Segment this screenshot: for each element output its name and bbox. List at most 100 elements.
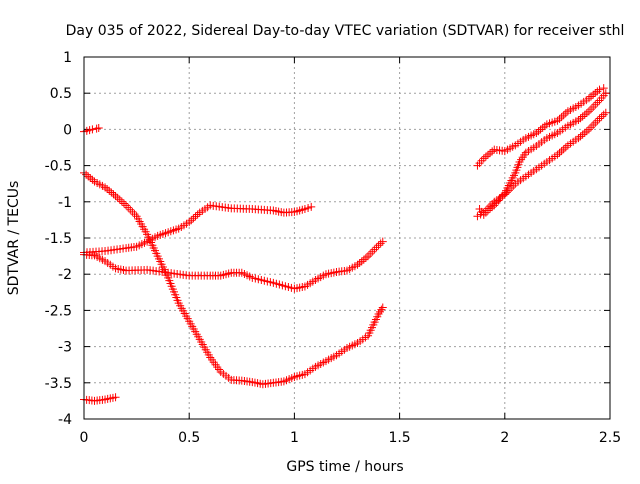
data-point-marker: [582, 109, 591, 118]
data-point-marker: [376, 239, 385, 248]
data-point-marker: [94, 123, 103, 132]
data-point-marker: [359, 255, 368, 264]
data-point-marker: [534, 127, 543, 136]
data-point-marker: [580, 110, 589, 119]
data-point-marker: [561, 143, 570, 152]
data-point-marker: [481, 152, 490, 161]
y-tick-label: 0.5: [50, 86, 72, 102]
y-tick-label: -2: [58, 267, 72, 283]
data-point-marker: [191, 212, 200, 221]
data-point-marker: [591, 118, 600, 127]
x-tick-label: 1: [290, 430, 299, 446]
data-point-marker: [574, 134, 583, 143]
data-point-marker: [584, 107, 593, 116]
data-point-marker: [128, 207, 137, 216]
data-series: [473, 108, 610, 221]
data-point-marker: [595, 85, 604, 94]
data-point-marker: [122, 201, 131, 210]
data-point-marker: [378, 237, 387, 246]
data-point-marker: [555, 148, 564, 157]
data-point-marker: [597, 112, 606, 121]
data-point-marker: [589, 121, 598, 130]
x-tick-label: 0: [80, 430, 89, 446]
data-point-marker: [587, 123, 596, 132]
data-point-marker: [559, 145, 568, 154]
y-tick-label: -1.5: [45, 231, 72, 247]
y-tick-label: -3.5: [45, 376, 72, 392]
data-point-marker: [364, 252, 373, 261]
data-point-marker: [587, 92, 596, 101]
data-series: [80, 168, 387, 389]
data-point-marker: [584, 125, 593, 134]
data-point-marker: [574, 115, 583, 124]
data-point-marker: [101, 183, 110, 192]
data-point-marker: [307, 202, 316, 211]
data-point-marker: [580, 128, 589, 137]
data-point-marker: [488, 147, 497, 156]
data-point-marker: [374, 241, 383, 250]
data-point-marker: [111, 393, 120, 402]
data-series: [473, 84, 608, 170]
data-series: [475, 89, 610, 219]
data-point-marker: [113, 193, 122, 202]
data-point-marker: [361, 253, 370, 262]
data-point-marker: [370, 245, 379, 254]
data-point-marker: [84, 172, 93, 181]
data-point-marker: [540, 122, 549, 131]
y-tick-label: -2.5: [45, 303, 72, 319]
data-series: [80, 393, 120, 405]
data-point-marker: [593, 116, 602, 125]
data-point-marker: [553, 116, 562, 125]
y-tick-label: -1: [58, 195, 72, 211]
data-point-marker: [582, 127, 591, 136]
data-point-marker: [578, 130, 587, 139]
marker-layer: [80, 84, 610, 405]
x-tick-label: 2.5: [599, 430, 621, 446]
data-point-marker: [599, 84, 608, 93]
data-point-marker: [486, 149, 495, 158]
data-point-marker: [368, 247, 377, 256]
y-axis-label: SDTVAR / TECUs: [6, 181, 22, 296]
data-point-marker: [584, 94, 593, 103]
data-point-marker: [92, 124, 101, 133]
data-point-marker: [593, 87, 602, 96]
x-axis-label: GPS time / hours: [286, 459, 403, 475]
data-point-marker: [483, 150, 492, 159]
data-point-marker: [115, 195, 124, 204]
data-point-marker: [88, 175, 97, 184]
data-point-marker: [538, 123, 547, 132]
data-point-marker: [532, 129, 541, 138]
y-tick-label: -3: [58, 340, 72, 356]
data-point-marker: [595, 114, 604, 123]
data-point-marker: [576, 132, 585, 141]
data-series: [80, 237, 387, 293]
data-point-marker: [187, 216, 196, 225]
data-point-marker: [185, 218, 194, 227]
data-point-marker: [557, 112, 566, 121]
data-point-marker: [481, 206, 490, 215]
data-point-marker: [555, 114, 564, 123]
data-point-marker: [601, 89, 610, 98]
data-point-marker: [591, 89, 600, 98]
plot-frame: [83, 56, 611, 420]
data-point-marker: [366, 249, 375, 258]
data-point-marker: [593, 98, 602, 107]
data-point-marker: [130, 210, 139, 219]
y-tick-label: 0: [63, 122, 72, 138]
x-tick-label: 0.5: [178, 430, 200, 446]
data-point-marker: [591, 100, 600, 109]
data-point-marker: [559, 111, 568, 120]
data-point-marker: [88, 125, 97, 134]
data-point-marker: [589, 102, 598, 111]
data-point-marker: [599, 110, 608, 119]
y-tick-label: -4: [58, 412, 72, 428]
data-point-marker: [189, 214, 198, 223]
data-series: [80, 201, 316, 257]
data-point-marker: [553, 150, 562, 159]
data-point-marker: [117, 197, 126, 206]
data-point-marker: [357, 257, 366, 266]
data-point-marker: [124, 203, 133, 212]
data-point-marker: [353, 260, 362, 269]
